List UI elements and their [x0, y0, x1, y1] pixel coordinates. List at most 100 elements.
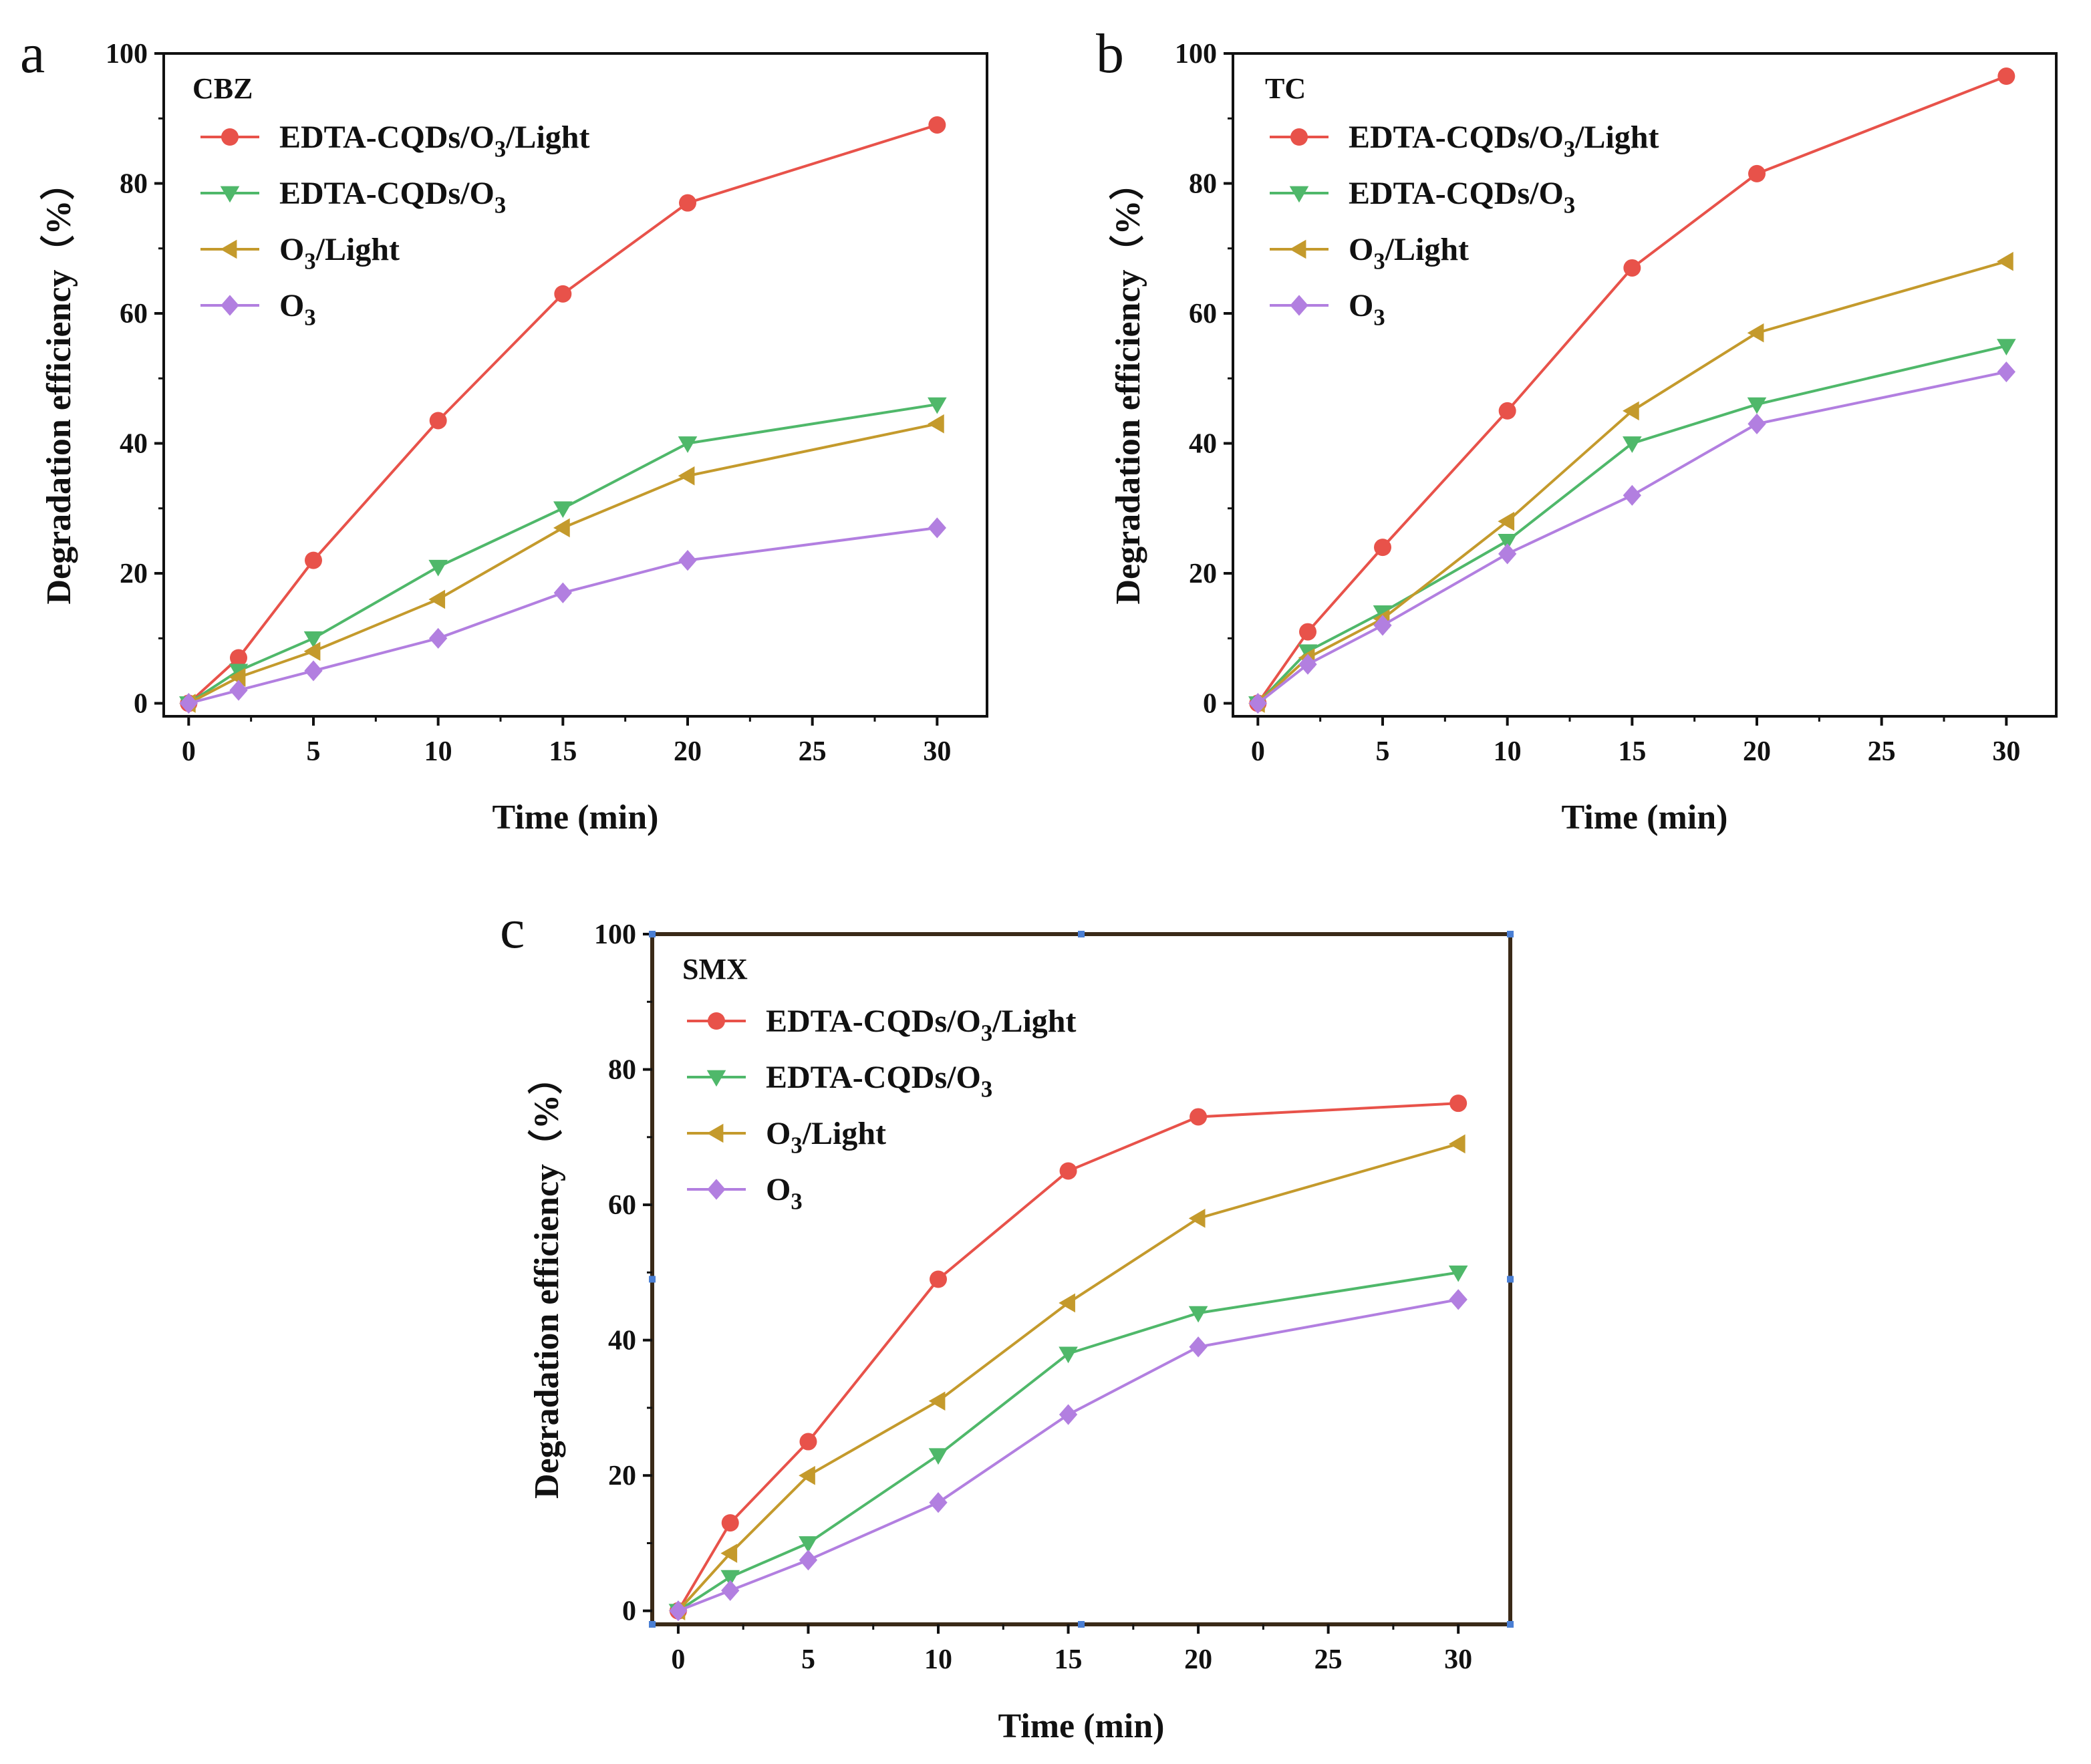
x-tick-label: 20 — [1184, 1644, 1212, 1675]
data-point — [553, 501, 573, 519]
x-tick-label: 5 — [801, 1644, 815, 1675]
data-point — [1059, 1404, 1078, 1425]
data-point — [1498, 511, 1515, 531]
data-point — [799, 1465, 815, 1485]
data-point — [305, 551, 322, 569]
data-point — [1997, 67, 2015, 86]
data-point — [1189, 1336, 1208, 1358]
series-line — [1256, 344, 2007, 704]
data-point — [553, 518, 570, 538]
x-axis-title: Time (min) — [493, 798, 659, 837]
series-o3 — [1248, 361, 2015, 714]
series-line — [187, 124, 938, 705]
data-point — [1374, 539, 1391, 557]
data-point — [1298, 653, 1317, 675]
x-tick-label: 0 — [1251, 736, 1265, 767]
data-point — [1623, 484, 1641, 506]
x-tick-label: 25 — [1868, 736, 1896, 767]
y-tick-label: 20 — [1189, 559, 1217, 589]
data-point — [1997, 361, 2015, 383]
selection-handle — [649, 931, 656, 937]
legend-entry: O3 — [1270, 288, 1385, 330]
data-point — [799, 1550, 818, 1571]
legend-marker — [706, 1070, 726, 1087]
data-point — [1623, 436, 1642, 453]
x-tick-label: 15 — [549, 736, 577, 767]
data-point — [928, 1448, 948, 1465]
panel-label: b — [1096, 23, 1124, 85]
data-point — [1448, 1265, 1468, 1282]
data-point — [1299, 623, 1316, 641]
legend-label: EDTA-CQDs/O3 — [279, 176, 506, 218]
y-tick-label: 40 — [1189, 429, 1217, 460]
data-point — [669, 1600, 688, 1622]
series-line — [188, 403, 938, 705]
data-point — [229, 668, 246, 687]
legend-entry: EDTA-CQDs/O3/Light — [1270, 120, 1659, 162]
data-point — [720, 1570, 740, 1587]
data-point — [678, 436, 698, 453]
y-tick-label: 60 — [120, 299, 148, 329]
legend-entry: EDTA-CQDs/O3/Light — [200, 120, 589, 162]
data-point — [429, 412, 447, 430]
selection-handle — [1507, 1621, 1514, 1628]
data-point — [1498, 534, 1517, 551]
data-point — [799, 1433, 817, 1451]
series-line — [1257, 370, 2007, 705]
chart-panel-b: 0 20 40 60 80 100 0 5 10 15 20 25 30 Time (min) Degrad… — [1096, 23, 2058, 837]
selection-handle — [1078, 931, 1085, 937]
x-tick-label: 5 — [1376, 736, 1390, 767]
data-point — [553, 582, 572, 603]
y-tick-label: 60 — [608, 1190, 636, 1221]
y-axis-title: Degradation efficiency（%） — [527, 1060, 566, 1499]
y-tick-label: 100 — [1175, 39, 1217, 69]
data-point — [1623, 259, 1641, 277]
y-tick-label: 0 — [1203, 689, 1217, 720]
x-tick-label: 20 — [1743, 736, 1771, 767]
legend-label: EDTA-CQDs/O3/Light — [766, 1004, 1076, 1046]
data-point — [721, 1580, 740, 1601]
x-tick-label: 10 — [424, 736, 452, 767]
y-axis-title: Degradation efficiency（%） — [39, 165, 78, 604]
data-point — [1997, 339, 2016, 355]
series-line — [188, 526, 938, 705]
series-edta-cqds-o3-light — [180, 116, 946, 712]
y-tick-label: 100 — [106, 39, 148, 69]
x-axis-title: Time (min) — [998, 1707, 1165, 1745]
legend-entry: O3/Light — [1270, 232, 1469, 274]
selection-handle — [649, 1621, 656, 1628]
selection-handle — [1507, 1276, 1514, 1283]
series-o3 — [669, 1289, 1468, 1622]
data-point — [304, 660, 323, 682]
legend-marker — [221, 128, 239, 146]
y-tick-label: 80 — [1189, 169, 1217, 200]
legend-label: EDTA-CQDs/O3/Light — [279, 120, 589, 162]
y-tick-label: 20 — [608, 1461, 636, 1491]
x-tick-label: 5 — [307, 736, 321, 767]
series-line — [1256, 75, 2007, 704]
data-point — [230, 649, 247, 667]
legend-label: O3 — [766, 1172, 803, 1214]
data-point — [303, 631, 323, 648]
plot-frame — [162, 52, 988, 718]
x-tick-label: 25 — [799, 736, 827, 767]
legend-entry: O3 — [687, 1172, 803, 1214]
x-tick-label: 30 — [923, 736, 951, 767]
x-tick-label: 15 — [1618, 736, 1646, 767]
chart-panel-c: 0 20 40 60 80 100 0 5 10 15 20 25 30 Time (min) Degrad… — [500, 898, 1514, 1745]
plot-frame — [1232, 52, 2058, 718]
y-tick-label: 100 — [594, 919, 636, 950]
data-point — [1059, 1293, 1075, 1313]
data-point — [928, 414, 944, 434]
y-tick-label: 20 — [120, 559, 148, 589]
legend-marker — [707, 1179, 726, 1200]
legend-entry: EDTA-CQDs/O3 — [1270, 176, 1575, 218]
x-tick-label: 20 — [674, 736, 702, 767]
y-tick-label: 80 — [608, 1055, 636, 1086]
data-point — [1747, 397, 1767, 414]
x-tick-label: 0 — [182, 736, 196, 767]
chart-panel-a: 0 20 40 60 80 100 0 5 10 15 20 25 30 Time (min) Degrad… — [20, 23, 988, 837]
panel-label: a — [20, 23, 45, 85]
legend-label: O3 — [1349, 288, 1385, 330]
